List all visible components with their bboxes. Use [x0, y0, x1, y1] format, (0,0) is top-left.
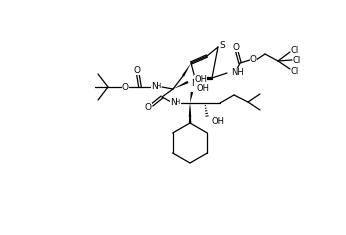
Text: N: N [191, 78, 197, 87]
Polygon shape [182, 63, 191, 77]
Text: N: N [170, 98, 176, 106]
Text: H: H [155, 83, 161, 89]
Polygon shape [189, 103, 191, 123]
Polygon shape [173, 81, 189, 89]
Text: OH: OH [211, 117, 224, 125]
Text: OH: OH [194, 74, 207, 83]
Text: O: O [249, 55, 256, 63]
Text: Cl: Cl [293, 55, 301, 64]
Text: O: O [134, 66, 140, 74]
Text: O: O [145, 102, 152, 111]
Polygon shape [189, 103, 191, 117]
Text: O: O [121, 82, 128, 91]
Text: Cl: Cl [291, 46, 299, 55]
Text: Cl: Cl [291, 67, 299, 75]
Polygon shape [190, 92, 193, 103]
Text: N: N [151, 82, 157, 90]
Text: S: S [219, 40, 225, 50]
Text: H: H [174, 99, 180, 105]
Text: O: O [233, 43, 239, 51]
Text: OH: OH [196, 83, 209, 93]
Text: NH: NH [231, 67, 244, 77]
